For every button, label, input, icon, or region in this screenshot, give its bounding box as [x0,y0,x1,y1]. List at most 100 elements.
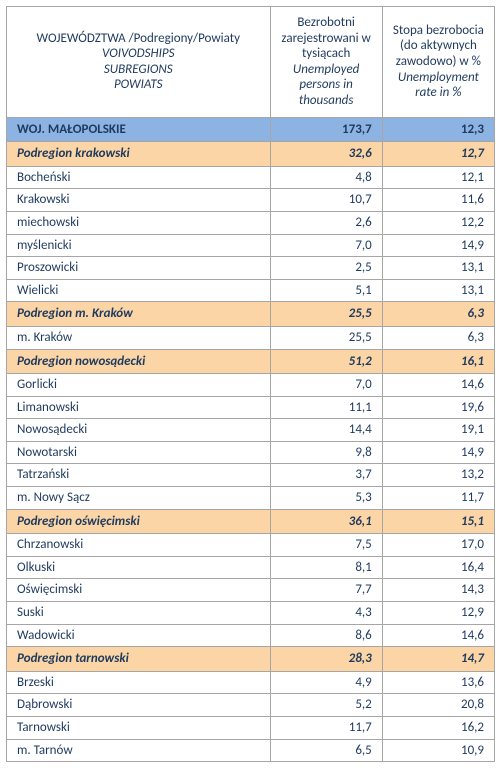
row-rate: 11,6 [382,189,494,212]
row-name: Wielicki [7,279,271,302]
header-line: Unemployed persons in thousands [275,62,378,109]
row-name: Chrzanowski [7,534,271,557]
table-row: m. Kraków25,56,3 [7,326,495,349]
row-rate: 16,1 [382,349,494,374]
table-row: Limanowski11,119,6 [7,396,495,419]
row-unemployed: 4,9 [270,671,382,694]
row-unemployed: 51,2 [270,349,382,374]
table-row: m. Nowy Sącz5,311,7 [7,487,495,510]
row-rate: 13,1 [382,279,494,302]
row-rate: 13,1 [382,257,494,280]
table-row: Wadowicki8,614,6 [7,624,495,647]
row-name: Bocheński [7,166,271,189]
row-unemployed: 5,2 [270,694,382,717]
row-name: WOJ. MAŁOPOLSKIE [7,117,271,142]
row-unemployed: 28,3 [270,647,382,672]
row-rate: 6,3 [382,326,494,349]
row-rate: 19,1 [382,419,494,442]
row-unemployed: 5,1 [270,279,382,302]
row-unemployed: 8,6 [270,624,382,647]
table-row: Oświęcimski7,714,3 [7,579,495,602]
row-rate: 12,2 [382,211,494,234]
row-rate: 20,8 [382,694,494,717]
row-rate: 14,3 [382,579,494,602]
row-rate: 14,6 [382,374,494,397]
table-row: Chrzanowski7,517,0 [7,534,495,557]
row-rate: 16,2 [382,717,494,740]
row-unemployed: 32,6 [270,142,382,167]
row-name: Limanowski [7,396,271,419]
table-row: Podregion oświęcimski36,115,1 [7,509,495,534]
row-rate: 12,9 [382,602,494,625]
header-name: WOJEWÓDZTWA /Podregiony/PowiatyVOIVODSHI… [7,7,271,118]
table-row: Brzeski4,913,6 [7,671,495,694]
row-unemployed: 2,6 [270,211,382,234]
table-row: myślenicki7,014,9 [7,234,495,257]
header-line: Bezrobotni zarejestrowani w tysiącach [275,15,378,62]
row-rate: 19,6 [382,396,494,419]
table-row: Dąbrowski5,220,8 [7,694,495,717]
row-unemployed: 8,1 [270,556,382,579]
table-row: Olkuski8,116,4 [7,556,495,579]
table-header-row: WOJEWÓDZTWA /Podregiony/PowiatyVOIVODSHI… [7,7,495,118]
row-rate: 11,7 [382,487,494,510]
row-name: Olkuski [7,556,271,579]
row-name: Podregion oświęcimski [7,509,271,534]
row-name: Gorlicki [7,374,271,397]
row-rate: 12,3 [382,117,494,142]
row-rate: 16,4 [382,556,494,579]
table-row: Bocheński4,812,1 [7,166,495,189]
row-name: Podregion tarnowski [7,647,271,672]
table-body: WOJ. MAŁOPOLSKIE173,712,3Podregion krako… [7,117,495,762]
row-unemployed: 9,8 [270,441,382,464]
table-row: WOJ. MAŁOPOLSKIE173,712,3 [7,117,495,142]
table-row: Wielicki5,113,1 [7,279,495,302]
table-row: m. Tarnów6,510,9 [7,739,495,762]
header-line: Unemployment rate in % [387,70,490,101]
header-unemployed: Bezrobotni zarejestrowani w tysiącachUne… [270,7,382,118]
row-unemployed: 7,5 [270,534,382,557]
row-rate: 10,9 [382,739,494,762]
row-unemployed: 25,5 [270,326,382,349]
table-row: Proszowicki2,513,1 [7,257,495,280]
row-name: Brzeski [7,671,271,694]
row-unemployed: 3,7 [270,464,382,487]
row-rate: 12,7 [382,142,494,167]
row-rate: 6,3 [382,302,494,327]
row-name: Proszowicki [7,257,271,280]
row-name: Suski [7,602,271,625]
table-row: Suski4,312,9 [7,602,495,625]
row-name: Oświęcimski [7,579,271,602]
table-row: Podregion krakowski32,612,7 [7,142,495,167]
row-unemployed: 5,3 [270,487,382,510]
table-row: Gorlicki7,014,6 [7,374,495,397]
row-name: Wadowicki [7,624,271,647]
table-row: Podregion m. Kraków25,56,3 [7,302,495,327]
row-unemployed: 4,8 [270,166,382,189]
row-rate: 14,7 [382,647,494,672]
table-row: Tatrzański3,713,2 [7,464,495,487]
row-unemployed: 25,5 [270,302,382,327]
row-unemployed: 11,1 [270,396,382,419]
table-row: Tarnowski11,716,2 [7,717,495,740]
row-rate: 17,0 [382,534,494,557]
row-unemployed: 4,3 [270,602,382,625]
row-name: Tatrzański [7,464,271,487]
row-name: Nowosądecki [7,419,271,442]
row-unemployed: 14,4 [270,419,382,442]
header-rate: Stopa bezrobocia (do aktywnych zawodowo)… [382,7,494,118]
row-unemployed: 7,0 [270,374,382,397]
row-rate: 14,6 [382,624,494,647]
row-rate: 15,1 [382,509,494,534]
row-name: Podregion krakowski [7,142,271,167]
row-name: Podregion nowosądecki [7,349,271,374]
row-unemployed: 2,5 [270,257,382,280]
row-name: m. Tarnów [7,739,271,762]
table-row: Nowotarski9,814,9 [7,441,495,464]
unemployment-table: WOJEWÓDZTWA /Podregiony/PowiatyVOIVODSHI… [6,6,495,762]
header-line: VOIVODSHIPS [11,46,266,62]
row-name: Dąbrowski [7,694,271,717]
row-unemployed: 7,0 [270,234,382,257]
row-rate: 13,6 [382,671,494,694]
row-unemployed: 7,7 [270,579,382,602]
